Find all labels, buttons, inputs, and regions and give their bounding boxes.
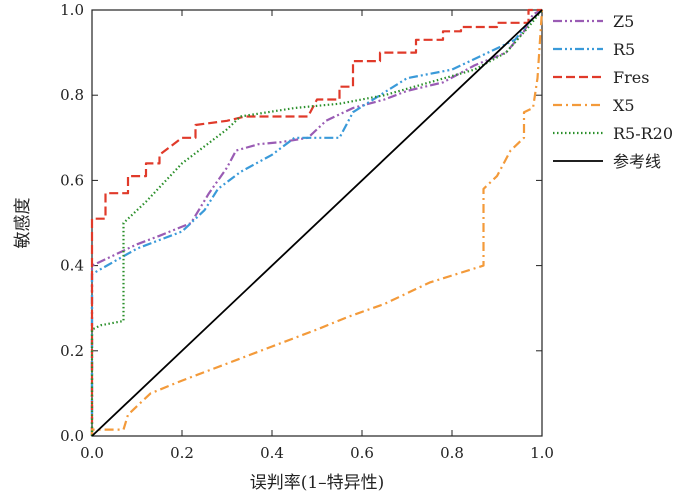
y-tick-label: 0.4 xyxy=(60,257,84,275)
y-tick-label: 0.0 xyxy=(60,427,84,445)
y-tick-label: 1.0 xyxy=(60,1,84,19)
x-tick-label: 0.0 xyxy=(80,444,104,462)
series-line-reference xyxy=(91,9,543,437)
axes: 0.0 0.2 0.4 0.6 0.8 1.0 0.0 0.2 0.4 0.6 0.8 1.0 误判率(… xyxy=(13,1,554,493)
x-tick-label: 0.6 xyxy=(350,444,374,462)
legend-label: 参考线 xyxy=(613,152,661,171)
legend-label: Fres xyxy=(613,68,649,87)
x-tick-label: 0.2 xyxy=(170,444,194,462)
x-tick-label: 1.0 xyxy=(530,444,554,462)
legend: Z5 R5 Fres X5 R5-R20 参考线 xyxy=(553,12,673,171)
y-tick-label: 0.8 xyxy=(60,86,84,104)
legend-label: R5-R20 xyxy=(613,124,673,143)
y-tick-label: 0.6 xyxy=(60,171,84,189)
legend-label: R5 xyxy=(613,40,635,59)
y-axis-title: 敏感度 xyxy=(13,198,33,249)
x-tick-label: 0.8 xyxy=(440,444,464,462)
legend-label: X5 xyxy=(613,96,635,115)
x-axis-title: 误判率(1–特异性) xyxy=(250,473,385,493)
series-line-fres xyxy=(90,8,542,436)
y-tick-label: 0.2 xyxy=(60,342,84,360)
series-line-r5 xyxy=(90,9,543,436)
series-line-x5 xyxy=(90,9,544,436)
x-tick-label: 0.4 xyxy=(260,444,284,462)
legend-label: Z5 xyxy=(613,12,634,31)
series-lines xyxy=(90,8,544,437)
